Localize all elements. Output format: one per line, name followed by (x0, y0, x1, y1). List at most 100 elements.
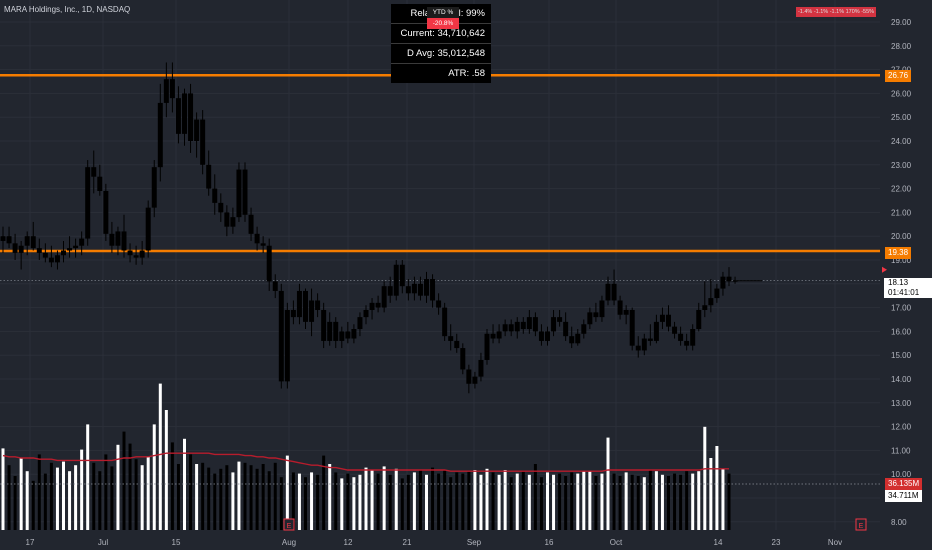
horizontal-levels (0, 74, 887, 282)
volume-bar (382, 466, 386, 530)
candle (720, 271, 726, 296)
volume-bar (606, 437, 610, 530)
volume-bar (709, 458, 713, 530)
price-tick-label: 13.00 (891, 399, 912, 408)
ytd-value: -20.8% (427, 18, 459, 29)
candle-body (42, 252, 48, 258)
candle-body (163, 79, 169, 103)
volume-bar (594, 476, 598, 530)
candle-body (103, 190, 109, 234)
price-tick-label: 14.00 (891, 375, 912, 384)
candle (532, 312, 538, 337)
candle-body (424, 279, 429, 296)
volume-bar (703, 426, 707, 530)
volume-bar (358, 474, 362, 530)
candle (520, 317, 526, 334)
volume-bar (564, 476, 568, 530)
volume-bar (612, 473, 616, 530)
candle (266, 238, 272, 291)
candle (296, 283, 302, 325)
volume-bar (630, 474, 634, 530)
candle (151, 160, 157, 218)
candle-body (442, 307, 448, 337)
candle (242, 162, 248, 222)
bar-countdown: 01:41:01 (888, 288, 920, 297)
candle (42, 243, 48, 263)
volume-bar (219, 468, 223, 530)
candle-body (133, 255, 139, 258)
candle-body (12, 243, 18, 253)
candle (73, 238, 79, 258)
candle-body (260, 243, 266, 246)
volume-bar (503, 470, 507, 530)
candle-body (545, 331, 550, 341)
candle-body (278, 290, 284, 382)
candle (24, 231, 30, 256)
candle-body (115, 231, 121, 246)
price-tick-label: 20.00 (891, 232, 912, 241)
time-tick-label: 23 (772, 538, 781, 547)
candle (641, 333, 647, 356)
candle (48, 245, 54, 268)
price-tick-label: 22.00 (891, 185, 912, 194)
volume-bar (231, 472, 235, 530)
volume-bar (183, 438, 186, 530)
time-tick-label: Nov (828, 538, 842, 547)
candle (472, 371, 478, 389)
candle-body (563, 321, 569, 337)
candle-body (327, 321, 333, 341)
candle (139, 240, 145, 265)
candle-body (635, 345, 641, 351)
candle-body (351, 329, 357, 339)
candle-body (472, 376, 478, 384)
volume-bar (1, 448, 5, 530)
volume-bar (340, 478, 344, 530)
time-tick-label: 17 (26, 538, 35, 547)
volume-bar (25, 471, 29, 530)
candle (593, 302, 599, 322)
volume-bar (201, 462, 205, 530)
candle-body (436, 300, 442, 308)
volume-bar (225, 465, 229, 530)
candle-body (405, 286, 411, 294)
symbol-title[interactable]: MARA Holdings, Inc., 1D, NASDAQ (4, 5, 131, 14)
avg-vol-row: D Avg: 35,012,548 (391, 44, 491, 64)
volume-bar (43, 473, 47, 530)
candle-body (175, 98, 181, 134)
price-tick-label: 11.00 (891, 446, 911, 455)
candle (599, 295, 605, 322)
candle-body (145, 207, 151, 251)
candle (260, 236, 266, 253)
candle (212, 174, 218, 215)
price-tick-label: 19.00 (891, 256, 912, 265)
volume-bar (74, 465, 78, 530)
candle (575, 329, 581, 346)
volume-bar (449, 477, 453, 530)
candle (103, 183, 109, 241)
volume-bar (98, 471, 102, 530)
price-tick-label: 8.00 (891, 518, 907, 527)
price-tick-label: 28.00 (891, 42, 912, 51)
volume-bar (618, 476, 622, 530)
volume-bar (13, 476, 17, 530)
candle (587, 307, 593, 330)
candle-body (54, 255, 60, 263)
volume-bar (582, 471, 586, 530)
volume-bar (588, 471, 592, 530)
volume-bar (49, 462, 53, 530)
candle (194, 112, 200, 158)
candle-body (454, 340, 460, 349)
time-tick-label: 14 (714, 538, 723, 547)
candle (508, 319, 514, 337)
candle (91, 150, 97, 194)
candle-body (557, 317, 563, 322)
candle (454, 333, 460, 353)
price-tick-label: 23.00 (891, 161, 912, 170)
volume-bar (400, 478, 404, 530)
earnings-icon (283, 518, 295, 531)
volume-bar (261, 464, 265, 530)
level-high-tag: 26.76 (885, 70, 912, 82)
volume-bar (648, 470, 652, 530)
atr-row: ATR: .58 (448, 68, 485, 79)
